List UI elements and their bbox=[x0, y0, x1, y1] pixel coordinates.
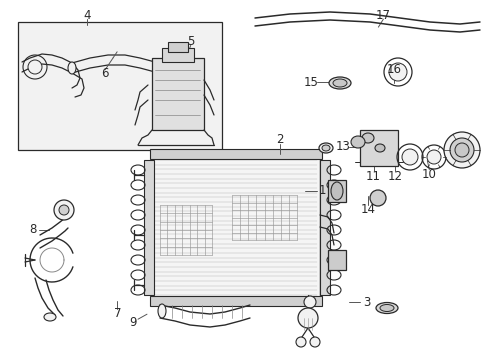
Bar bbox=[168, 42, 187, 52]
Circle shape bbox=[304, 296, 315, 308]
Bar bbox=[359, 130, 397, 166]
Ellipse shape bbox=[350, 136, 364, 148]
Circle shape bbox=[388, 63, 406, 81]
Text: 4: 4 bbox=[83, 9, 91, 22]
Ellipse shape bbox=[318, 143, 332, 153]
Text: 1: 1 bbox=[318, 184, 326, 197]
Ellipse shape bbox=[374, 144, 384, 152]
Circle shape bbox=[295, 337, 305, 347]
Bar bbox=[319, 160, 329, 295]
Ellipse shape bbox=[332, 79, 346, 87]
Ellipse shape bbox=[361, 133, 373, 143]
Text: 8: 8 bbox=[29, 223, 37, 236]
Text: 13: 13 bbox=[335, 140, 350, 153]
Bar bbox=[327, 250, 346, 270]
Text: 17: 17 bbox=[375, 9, 390, 22]
Text: 16: 16 bbox=[386, 63, 401, 76]
Text: 11: 11 bbox=[366, 170, 380, 183]
Circle shape bbox=[28, 60, 42, 74]
Text: 5: 5 bbox=[186, 35, 194, 48]
Text: 9: 9 bbox=[129, 316, 137, 329]
Circle shape bbox=[454, 143, 468, 157]
Bar bbox=[327, 180, 346, 202]
Ellipse shape bbox=[328, 77, 350, 89]
Text: 10: 10 bbox=[421, 168, 436, 181]
Text: 7: 7 bbox=[113, 307, 121, 320]
Ellipse shape bbox=[330, 182, 342, 200]
Circle shape bbox=[443, 132, 479, 168]
Ellipse shape bbox=[44, 313, 56, 321]
Text: 14: 14 bbox=[360, 203, 375, 216]
Circle shape bbox=[369, 190, 385, 206]
Text: 6: 6 bbox=[101, 67, 109, 80]
Ellipse shape bbox=[68, 62, 76, 74]
Ellipse shape bbox=[321, 145, 329, 151]
Circle shape bbox=[54, 200, 74, 220]
Bar bbox=[152, 58, 203, 130]
Text: 2: 2 bbox=[275, 133, 283, 146]
Bar bbox=[150, 149, 321, 159]
Bar bbox=[150, 296, 321, 306]
Ellipse shape bbox=[158, 304, 165, 318]
Circle shape bbox=[59, 205, 69, 215]
Circle shape bbox=[426, 150, 440, 164]
Bar bbox=[18, 22, 222, 150]
Circle shape bbox=[401, 149, 417, 165]
Bar bbox=[152, 155, 319, 300]
Circle shape bbox=[449, 138, 473, 162]
Text: 12: 12 bbox=[387, 170, 402, 183]
Text: 3: 3 bbox=[362, 296, 370, 309]
Circle shape bbox=[309, 337, 319, 347]
Text: 15: 15 bbox=[303, 76, 318, 89]
Ellipse shape bbox=[379, 305, 393, 311]
Bar bbox=[162, 48, 194, 62]
Bar bbox=[143, 160, 154, 295]
Ellipse shape bbox=[375, 302, 397, 314]
Circle shape bbox=[297, 308, 317, 328]
